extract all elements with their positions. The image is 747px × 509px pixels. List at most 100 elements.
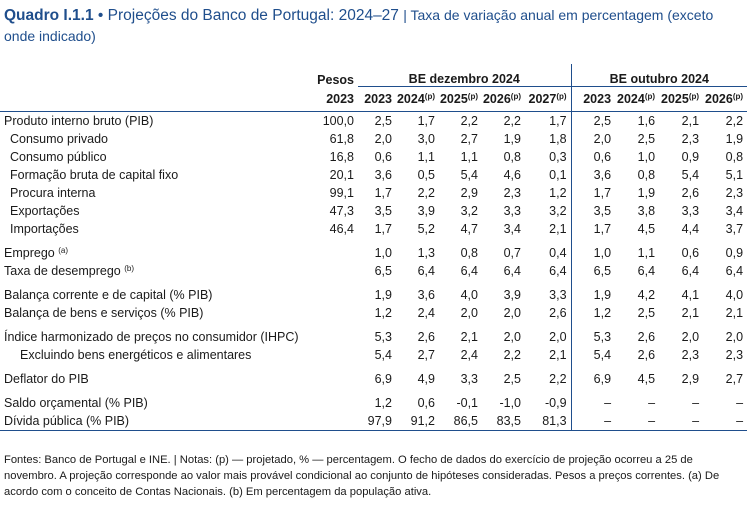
weight-cell [306, 304, 358, 322]
row-label: Dívida pública (% PIB) [0, 412, 306, 431]
value-cell-oct: 3,4 [725, 204, 744, 218]
value-cell-oct: – [615, 412, 660, 431]
value-cell-oct: 6,9 [570, 370, 616, 388]
weight-cell [306, 328, 358, 346]
value-cell-dec: 2,5 [503, 372, 521, 386]
value-cell-oct: 2,5 [637, 132, 656, 146]
value-cell-oct: 4,1 [681, 288, 700, 302]
weight-cell: 20,1 [329, 168, 354, 182]
value-cell-dec: 2,0 [460, 306, 478, 320]
value-cell-oct: 5,3 [570, 328, 616, 346]
value-cell-dec: 1,7 [374, 186, 392, 200]
row-label: Balança corrente e de capital (% PIB) [0, 286, 306, 304]
weights-year-header: 2023 [306, 86, 358, 112]
value-cell-dec: 3,9 [503, 288, 521, 302]
title-bullet: • [97, 7, 104, 24]
value-cell-oct: 1,1 [637, 246, 656, 260]
row-label: Deflator do PIB [0, 370, 306, 388]
group-header-dec: BE dezembro 2024 [358, 64, 572, 87]
value-cell-dec: 4,0 [460, 288, 478, 302]
row-label-text: Balança corrente e de capital (% PIB) [4, 288, 213, 302]
value-cell-oct: 4,0 [725, 288, 744, 302]
value-cell-oct: 1,7 [570, 220, 616, 238]
value-cell-dec: 6,9 [374, 372, 392, 386]
row-label: Procura interna [0, 184, 306, 202]
row-label: Importações [0, 220, 306, 238]
table-row: Balança corrente e de capital (% PIB) 1,9… [0, 286, 747, 304]
value-cell-dec: 3,4 [503, 222, 521, 236]
projected-mark: (p) [688, 92, 700, 101]
value-cell-dec: 6,4 [460, 264, 478, 278]
value-cell-oct: 0,9 [725, 246, 744, 260]
value-cell-dec: 3,0 [417, 132, 435, 146]
year-header: 2027(p) [525, 86, 572, 112]
row-label-text: Procura interna [10, 186, 96, 200]
table-row: Taxa de desemprego (b) 6,5 6,4 6,4 6,4 6,4 6,5… [0, 262, 747, 280]
group-header-oct: BE outubro 2024 [570, 64, 747, 87]
value-cell-oct: 6,5 [570, 262, 616, 280]
projected-mark: (p) [424, 92, 435, 101]
value-cell-dec: -1,0 [499, 396, 521, 410]
value-cell-dec: 0,4 [549, 246, 567, 260]
value-cell-dec: 1,7 [417, 114, 435, 128]
value-cell-oct: – [703, 412, 747, 431]
row-label: Produto interno bruto (PIB) [0, 112, 306, 131]
value-cell-oct: 0,6 [570, 148, 616, 166]
weight-cell [306, 286, 358, 304]
projections-table: Pesos BE dezembro 2024 BE outubro 2024 2… [0, 64, 747, 431]
value-cell-dec: 1,8 [549, 132, 567, 146]
value-cell-oct: 1,6 [637, 114, 656, 128]
value-cell-dec: 1,1 [417, 150, 435, 164]
value-cell-oct: – [692, 396, 700, 410]
value-cell-dec: 3,2 [549, 204, 567, 218]
footnote: Fontes: Banco de Portugal e INE. | Notas… [4, 454, 720, 498]
value-cell-dec: 1,2 [549, 186, 567, 200]
projected-mark: (p) [467, 92, 478, 101]
weight-cell [306, 412, 358, 431]
value-cell-dec: 2,9 [460, 186, 478, 200]
projected-mark: (p) [644, 92, 656, 101]
value-cell-oct: 1,9 [725, 132, 744, 146]
value-cell-dec: 5,4 [460, 168, 478, 182]
value-cell-dec: 5,4 [374, 348, 392, 362]
row-label-text: Excluindo bens energéticos e alimentares [20, 348, 252, 362]
table-row: Balança de bens e serviços (% PIB) 1,2 2,4… [0, 304, 747, 322]
row-label-text: Deflator do PIB [4, 372, 89, 386]
value-cell-dec: 0,8 [460, 246, 478, 260]
row-label-text: Formação bruta de capital fixo [10, 168, 179, 182]
value-cell-oct: 5,4 [681, 168, 700, 182]
value-cell-dec: 3,3 [503, 204, 521, 218]
table-row: Consumo privado 61,8 2,0 3,0 2,7 1,9 1,8 2,0 2,5… [0, 130, 747, 148]
value-cell-oct: 1,2 [570, 304, 616, 322]
weight-cell: 100,0 [322, 114, 354, 128]
value-cell-dec: 0,3 [549, 150, 567, 164]
table-row: Exportações 47,3 3,5 3,9 3,2 3,3 3,2 3,5 3,8 3,3 3… [0, 202, 747, 220]
year-label: 2023 [583, 92, 612, 106]
value-cell-dec: 91,2 [396, 412, 439, 431]
value-cell-oct: 3,8 [637, 204, 656, 218]
value-cell-oct: 2,1 [681, 114, 700, 128]
year-label: 2026 [482, 92, 511, 106]
value-cell-oct: 4,5 [637, 372, 656, 386]
weight-cell: 46,4 [329, 222, 354, 236]
value-cell-dec: 2,7 [417, 348, 435, 362]
row-label: Consumo público [0, 148, 306, 166]
year-header: 2024(p) [615, 86, 660, 112]
value-cell-oct: 2,1 [681, 306, 700, 320]
value-cell-oct: 6,4 [725, 264, 744, 278]
value-cell-dec: 2,4 [417, 306, 435, 320]
row-label-text: Consumo público [10, 150, 107, 164]
row-label: Exportações [0, 202, 306, 220]
value-cell-dec: 0,6 [374, 150, 392, 164]
year-label: 2024 [617, 92, 645, 106]
table-row: Saldo orçamental (% PIB) 1,2 0,6 -0,1 -1,0 -0… [0, 394, 747, 412]
weight-cell [306, 394, 358, 412]
table-row: Procura interna 99,1 1,7 2,2 2,9 2,3 1,2 1,7 1,9… [0, 184, 747, 202]
projected-mark: (p) [510, 92, 521, 101]
weight-cell: 99,1 [329, 186, 354, 200]
value-cell-oct: 2,3 [725, 186, 744, 200]
value-cell-dec: 6,5 [374, 264, 392, 278]
value-cell-dec: 3,5 [374, 204, 392, 218]
footnote-mark: (a) [58, 246, 68, 255]
value-cell-dec: 2,6 [417, 330, 435, 344]
